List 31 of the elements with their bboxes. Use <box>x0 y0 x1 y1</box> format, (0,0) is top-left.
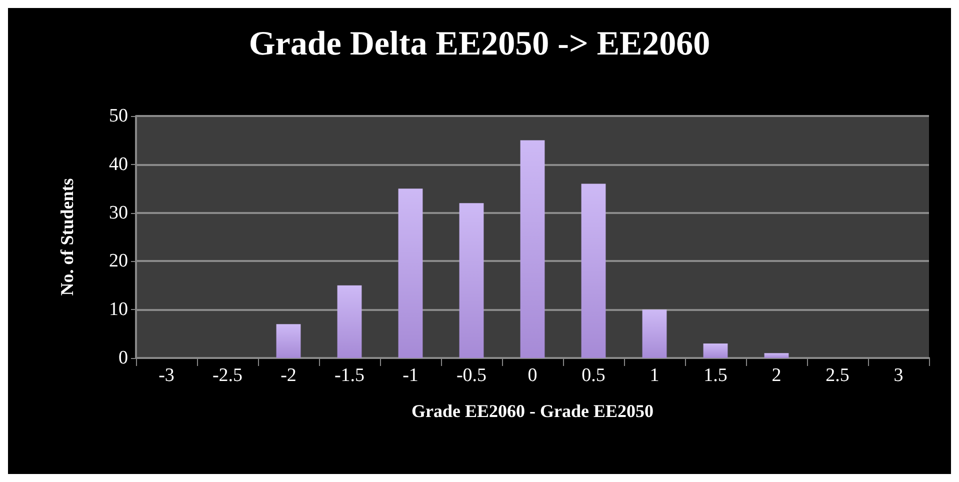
bar <box>276 324 301 358</box>
bar <box>642 310 667 358</box>
x-tick-label: 1 <box>650 365 660 386</box>
x-tick-label: -1.5 <box>334 365 365 386</box>
bar <box>337 285 362 358</box>
bar <box>581 184 606 358</box>
x-axis-title: Grade EE2060 - Grade EE2050 <box>412 401 654 421</box>
x-tick-label: 0.5 <box>582 365 606 386</box>
x-tick-label: 1.5 <box>704 365 728 386</box>
chart-title: Grade Delta EE2050 -> EE2060 <box>248 26 710 62</box>
y-tick-label: 10 <box>109 299 128 320</box>
y-tick-label: 0 <box>118 348 128 368</box>
x-tick-label: -0.5 <box>456 365 487 386</box>
x-tick-label: 2.5 <box>826 365 850 386</box>
x-tick-label: 3 <box>894 365 904 386</box>
y-tick-label: 40 <box>109 154 128 175</box>
bar <box>520 140 545 358</box>
y-axis-title: No. of Students <box>57 178 77 296</box>
bar <box>764 353 789 358</box>
x-tick-label: -3 <box>158 365 174 386</box>
x-tick-label: -2.5 <box>212 365 243 386</box>
x-tick-label: -1 <box>402 365 418 386</box>
bar <box>703 343 728 358</box>
y-tick-label: 30 <box>109 202 128 224</box>
y-tick-label: 20 <box>109 250 128 272</box>
bar <box>459 203 484 358</box>
bar <box>398 188 423 358</box>
x-tick-label: 2 <box>772 365 782 386</box>
x-tick-label: 0 <box>528 365 538 386</box>
x-tick-label: -2 <box>280 365 296 386</box>
y-tick-label: 50 <box>109 106 128 126</box>
